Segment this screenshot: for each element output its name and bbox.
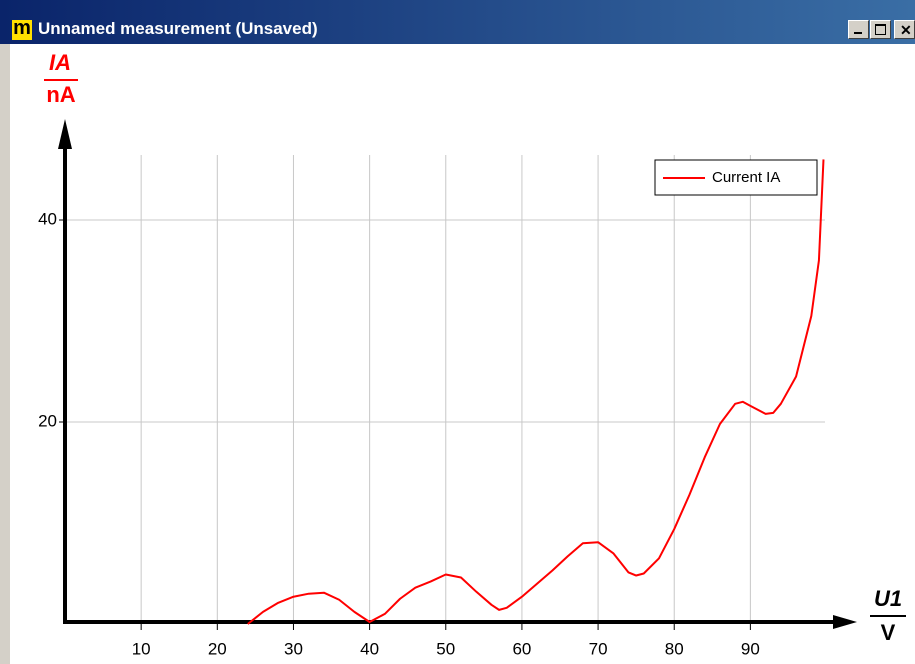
app-icon: m <box>12 17 32 40</box>
title-bar: m Unnamed measurement (Unsaved) ✕ <box>0 0 915 44</box>
y-axis-arrow <box>58 119 72 149</box>
x-tick-label: 70 <box>589 639 608 658</box>
x-tick-label: 30 <box>284 639 303 658</box>
y-axis-unit: nA <box>46 82 75 107</box>
y-tick-label: 20 <box>38 411 57 430</box>
x-tick-label: 50 <box>436 639 455 658</box>
legend-label: Current IA <box>712 169 780 186</box>
y-tick-label: 40 <box>38 209 57 228</box>
y-axis-quantity: IA <box>49 50 71 75</box>
x-tick-label: 10 <box>132 639 151 658</box>
x-axis-arrow <box>833 615 857 629</box>
x-axis-unit: V <box>881 620 896 645</box>
maximize-button[interactable] <box>870 20 891 39</box>
x-tick-label: 20 <box>208 639 227 658</box>
window-border <box>0 44 10 664</box>
x-axis-quantity: U1 <box>874 586 902 611</box>
data-line <box>247 159 825 625</box>
window-title: Unnamed measurement (Unsaved) <box>38 19 318 38</box>
minimize-button[interactable] <box>848 20 869 39</box>
x-tick-label: 90 <box>741 639 760 658</box>
x-tick-label: 80 <box>665 639 684 658</box>
x-tick-label: 40 <box>360 639 379 658</box>
x-tick-label: 60 <box>512 639 531 658</box>
